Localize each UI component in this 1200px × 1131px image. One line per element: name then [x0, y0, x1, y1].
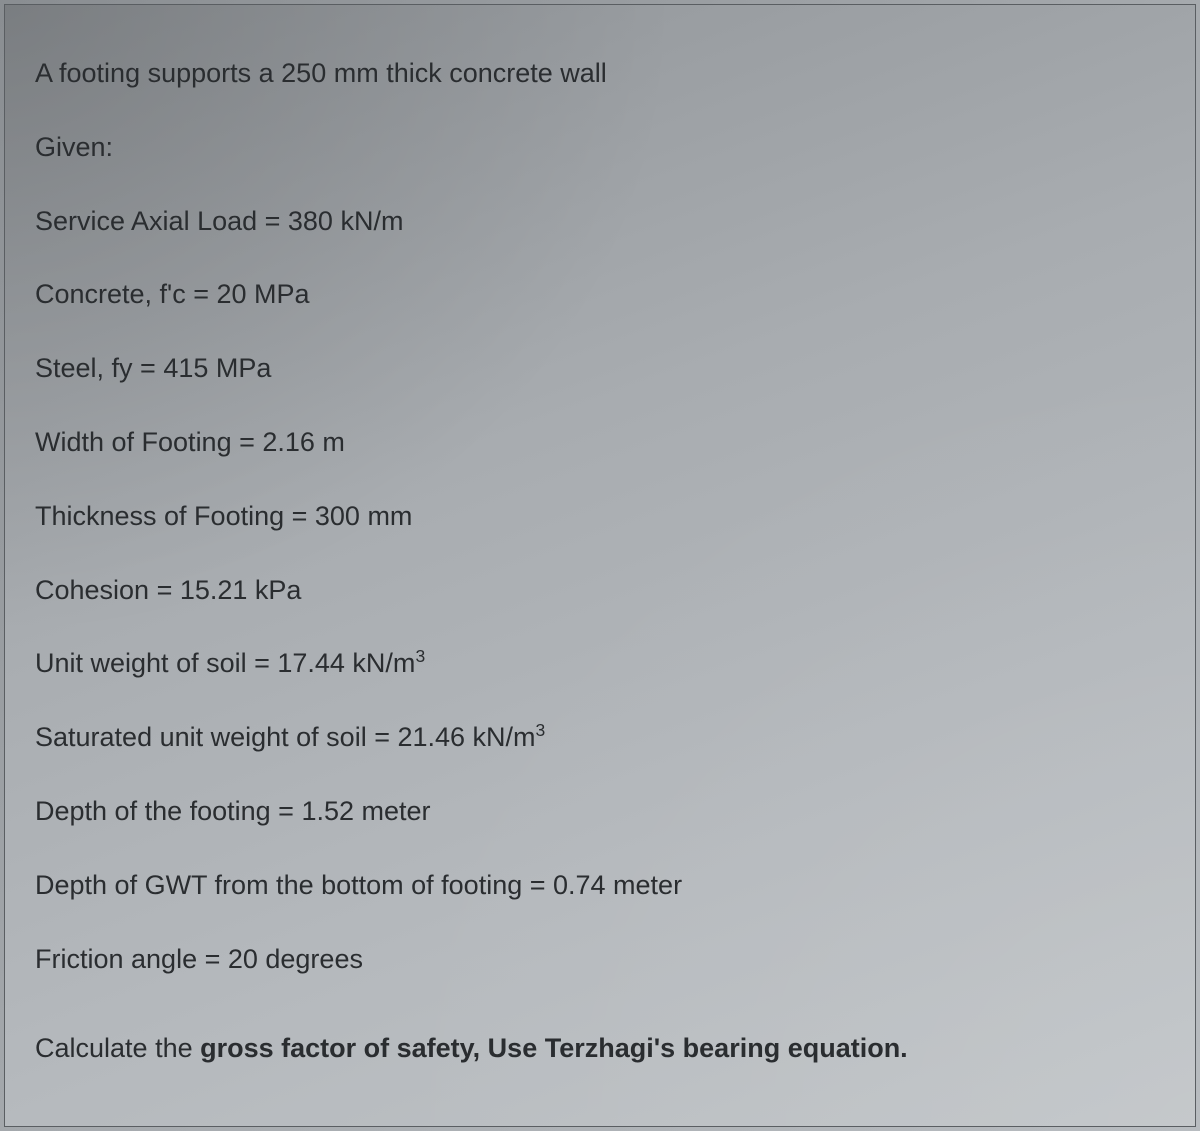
- param-friction-angle: Friction angle = 20 degrees: [35, 941, 1165, 979]
- param-depth-gwt: Depth of GWT from the bottom of footing …: [35, 867, 1165, 905]
- given-label: Given:: [35, 129, 1165, 167]
- param-width-footing: Width of Footing = 2.16 m: [35, 424, 1165, 462]
- param-steel-fy: Steel, fy = 415 MPa: [35, 350, 1165, 388]
- param-cohesion: Cohesion = 15.21 kPa: [35, 572, 1165, 610]
- problem-title: A footing supports a 250 mm thick concre…: [35, 55, 1165, 93]
- unit-weight-exponent: 3: [415, 646, 425, 666]
- param-saturated-unit-weight: Saturated unit weight of soil = 21.46 kN…: [35, 719, 1165, 757]
- param-concrete-fc: Concrete, f'c = 20 MPa: [35, 276, 1165, 314]
- saturated-weight-exponent: 3: [536, 720, 546, 740]
- param-thickness-footing: Thickness of Footing = 300 mm: [35, 498, 1165, 536]
- saturated-weight-text: Saturated unit weight of soil = 21.46 kN…: [35, 722, 536, 752]
- document-content: A footing supports a 250 mm thick concre…: [4, 4, 1196, 1127]
- param-unit-weight-soil: Unit weight of soil = 17.44 kN/m3: [35, 645, 1165, 683]
- question-prefix: Calculate the: [35, 1033, 200, 1063]
- param-depth-footing: Depth of the footing = 1.52 meter: [35, 793, 1165, 831]
- unit-weight-text: Unit weight of soil = 17.44 kN/m: [35, 648, 415, 678]
- question-bold: gross factor of safety, Use Terzhagi's b…: [200, 1033, 908, 1063]
- param-service-axial-load: Service Axial Load = 380 kN/m: [35, 203, 1165, 241]
- question-text: Calculate the gross factor of safety, Us…: [35, 1030, 1165, 1068]
